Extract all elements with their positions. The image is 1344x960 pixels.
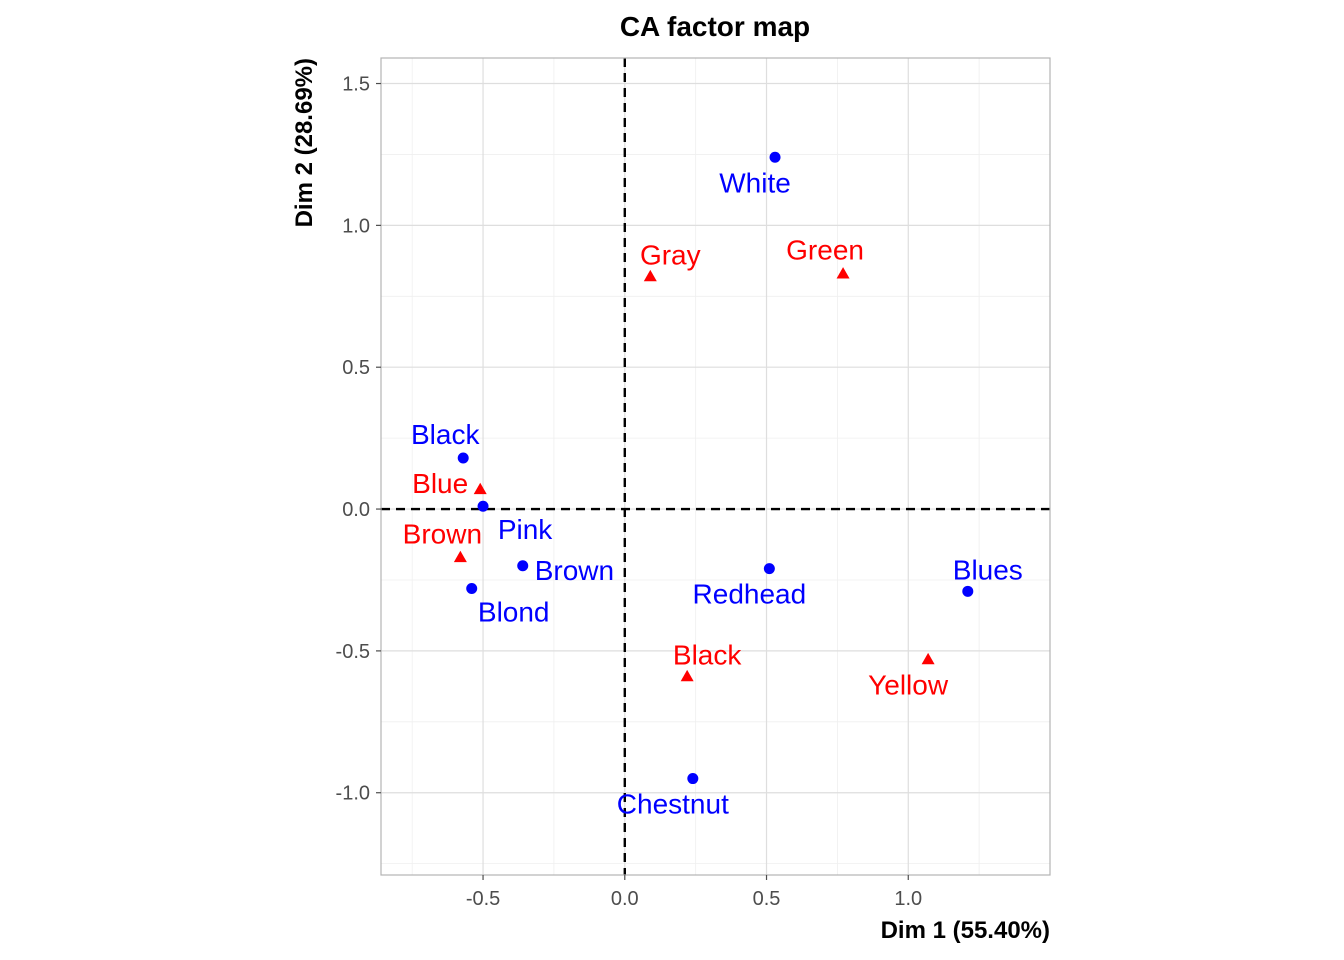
x-tick-label: 0.0 <box>611 888 639 910</box>
point-label-green: Green <box>786 235 864 266</box>
point-white <box>769 151 781 163</box>
point-label-gray: Gray <box>640 239 701 270</box>
x-tick-label: 1.0 <box>894 888 922 910</box>
point-label-redhead: Redhead <box>693 579 807 610</box>
point-black <box>457 452 469 464</box>
point-label-pink: Pink <box>498 514 553 545</box>
point-labels: White Black Pink Brown Blond Redhead Blues Ches… <box>403 167 1023 819</box>
axis-ticks: -0.5 0.0 0.5 1.0 -1.0 -0.5 0.0 0.5 1.0 1.5 <box>336 74 923 910</box>
y-tick-label: 0.5 <box>342 357 370 379</box>
x-axis-title: Dim 1 (55.40%) <box>881 917 1050 944</box>
point-label-brown: Brown <box>403 518 482 549</box>
point-label-blue: Blue <box>412 468 468 499</box>
point-green <box>836 267 850 279</box>
point-chestnut <box>687 773 699 785</box>
y-tick-label: -1.0 <box>336 783 370 805</box>
reference-lines <box>381 58 1050 875</box>
point-blond <box>466 582 478 594</box>
data-points <box>453 151 974 785</box>
point-blues <box>962 585 974 597</box>
y-tick-label: -0.5 <box>336 641 370 663</box>
point-blue <box>473 482 487 495</box>
grid-lines <box>381 58 1050 875</box>
point-label-black: Black <box>673 639 742 670</box>
point-label-black: Black <box>411 419 480 450</box>
point-label-white: White <box>719 167 791 198</box>
point-label-yellow: Yellow <box>868 669 949 700</box>
x-tick-label: 0.5 <box>753 888 781 910</box>
point-yellow <box>921 652 935 665</box>
point-pink <box>477 500 489 512</box>
point-black <box>680 669 694 682</box>
y-axis-title: Dim 2 (28.69%) <box>291 58 318 227</box>
point-label-chestnut: Chestnut <box>617 789 729 820</box>
point-brown <box>517 560 529 572</box>
point-brown <box>453 550 467 563</box>
point-label-blond: Blond <box>478 596 550 627</box>
plot-panel-border <box>380 57 1051 876</box>
y-tick-label: 0.0 <box>342 499 370 521</box>
y-tick-label: 1.5 <box>342 74 370 96</box>
point-label-brown: Brown <box>535 555 614 586</box>
point-label-blues: Blues <box>953 554 1023 585</box>
x-tick-label: -0.5 <box>466 888 500 910</box>
chart-title: CA factor map <box>620 11 810 42</box>
y-tick-label: 1.0 <box>342 215 370 237</box>
point-gray <box>643 269 657 282</box>
point-redhead <box>763 563 775 575</box>
